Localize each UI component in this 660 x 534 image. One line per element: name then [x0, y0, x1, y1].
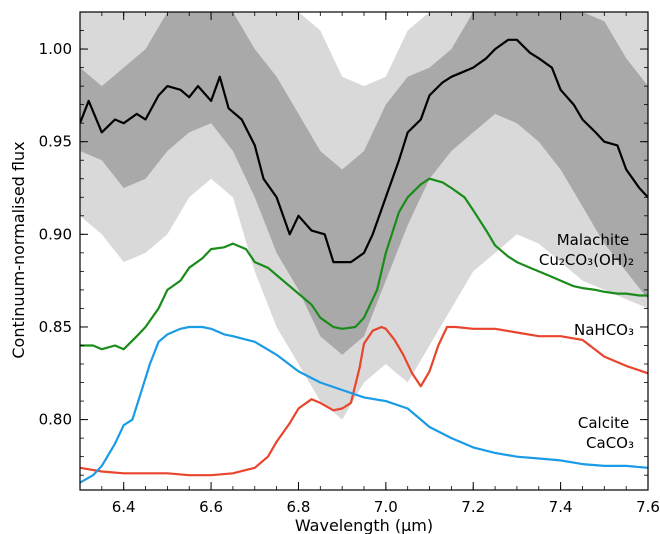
band-inner [80, 12, 648, 355]
malachite-line [80, 177, 648, 351]
uncertainty-bands [80, 12, 648, 420]
observed-spectrum-line [80, 38, 648, 264]
x-tick-label: 7.6 [636, 498, 660, 516]
y-tick-label: 0.85 [39, 318, 72, 336]
y-tick-label: 0.80 [39, 411, 72, 429]
x-tick-label: 7.0 [374, 498, 398, 516]
y-axis-ticks: 0.80 0.85 0.90 0.95 1.00 [39, 11, 648, 476]
x-tick-label: 6.6 [199, 498, 223, 516]
annotation-calcite-name: Calcite [578, 414, 629, 432]
y-tick-label: 0.95 [39, 133, 72, 151]
annotation-calcite-formula: CaCO₃ [586, 434, 634, 452]
x-tick-label: 6.8 [287, 498, 311, 516]
y-tick-label: 0.90 [39, 225, 72, 243]
y-tick-label: 1.00 [39, 40, 72, 58]
annotation-malachite-formula: Cu₂CO₃(OH)₂ [539, 251, 634, 269]
annotation-nahco3: NaHCO₃ [574, 321, 634, 339]
nahco3-line [80, 325, 648, 477]
annotation-calcite: Calcite CaCO₃ [578, 414, 634, 452]
x-axis-label: Wavelength (µm) [295, 516, 433, 534]
annotation-malachite: Malachite Cu₂CO₃(OH)₂ [539, 231, 634, 269]
annotation-malachite-name: Malachite [557, 231, 630, 249]
series-lines [80, 38, 648, 484]
x-tick-label: 7.2 [461, 498, 485, 516]
calcite-line [80, 325, 648, 484]
x-tick-label: 7.4 [549, 498, 573, 516]
y-axis-label: Continuum-normalised flux [9, 141, 28, 358]
annotation-nahco3-formula: NaHCO₃ [574, 321, 634, 339]
x-axis-ticks: 6.4 6.6 6.8 7.0 7.2 7.4 7.6 [79, 12, 660, 516]
x-tick-label: 6.4 [112, 498, 136, 516]
